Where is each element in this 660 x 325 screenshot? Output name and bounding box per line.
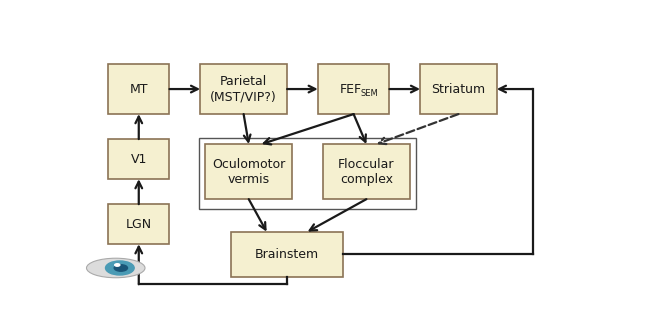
- Text: Floccular
complex: Floccular complex: [338, 158, 395, 186]
- FancyBboxPatch shape: [108, 139, 170, 179]
- FancyBboxPatch shape: [108, 204, 170, 244]
- Text: MT: MT: [129, 83, 148, 96]
- Text: Parietal
(MST/VIP?): Parietal (MST/VIP?): [211, 75, 277, 103]
- Text: FEF: FEF: [340, 83, 362, 96]
- Bar: [199, 138, 416, 209]
- Text: SEM: SEM: [360, 89, 378, 98]
- Text: Striatum: Striatum: [432, 83, 486, 96]
- FancyBboxPatch shape: [205, 144, 292, 199]
- Text: LGN: LGN: [125, 218, 152, 231]
- Circle shape: [106, 261, 134, 275]
- Text: V1: V1: [131, 153, 147, 166]
- FancyBboxPatch shape: [108, 64, 170, 114]
- FancyBboxPatch shape: [231, 232, 343, 277]
- FancyBboxPatch shape: [200, 64, 287, 114]
- Text: Brainstem: Brainstem: [255, 248, 319, 261]
- FancyBboxPatch shape: [323, 144, 410, 199]
- Text: Oculomotor
vermis: Oculomotor vermis: [212, 158, 285, 186]
- FancyBboxPatch shape: [318, 64, 389, 114]
- Circle shape: [115, 264, 120, 266]
- FancyBboxPatch shape: [420, 64, 497, 114]
- Ellipse shape: [86, 258, 145, 278]
- Circle shape: [114, 265, 127, 271]
